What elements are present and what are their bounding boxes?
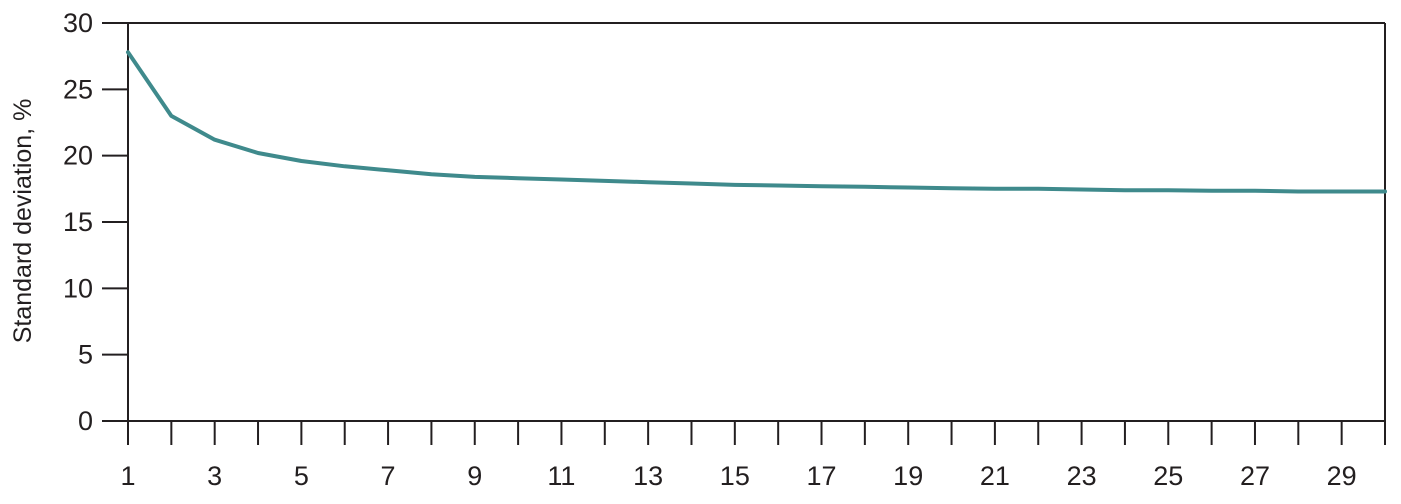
x-tick-label: 25: [1153, 461, 1183, 491]
y-axis-title: Standard deviation, %: [9, 99, 37, 344]
x-tick-label: 21: [980, 461, 1010, 491]
y-tick-label: 20: [63, 141, 93, 171]
x-tick-label: 17: [806, 461, 836, 491]
x-tick-label: 13: [633, 461, 663, 491]
x-tick-label: 19: [893, 461, 923, 491]
x-tick-label: 9: [467, 461, 482, 491]
x-tick-label: 27: [1240, 461, 1270, 491]
series-layer: [126, 50, 1387, 194]
x-tick-label: 7: [381, 461, 396, 491]
x-tick-label: 5: [294, 461, 309, 491]
y-tick-label: 0: [78, 406, 93, 436]
axes-layer: [127, 22, 1386, 422]
y-tick-label: 30: [63, 8, 93, 38]
y-tick-label: 5: [78, 340, 93, 370]
x-tick-label: 15: [720, 461, 750, 491]
x-tick-label: 11: [547, 461, 575, 491]
x-tick-label: 29: [1327, 461, 1357, 491]
y-tick-label: 25: [63, 74, 93, 104]
y-tick-label: 15: [63, 207, 93, 237]
x-tick-label: 3: [207, 461, 222, 491]
series-line: [126, 50, 1387, 194]
y-tick-label: 10: [63, 273, 93, 303]
x-tick-label: 23: [1067, 461, 1097, 491]
y-axis-title-group: Standard deviation, %: [9, 99, 37, 344]
x-tick-label: 1: [120, 461, 135, 491]
